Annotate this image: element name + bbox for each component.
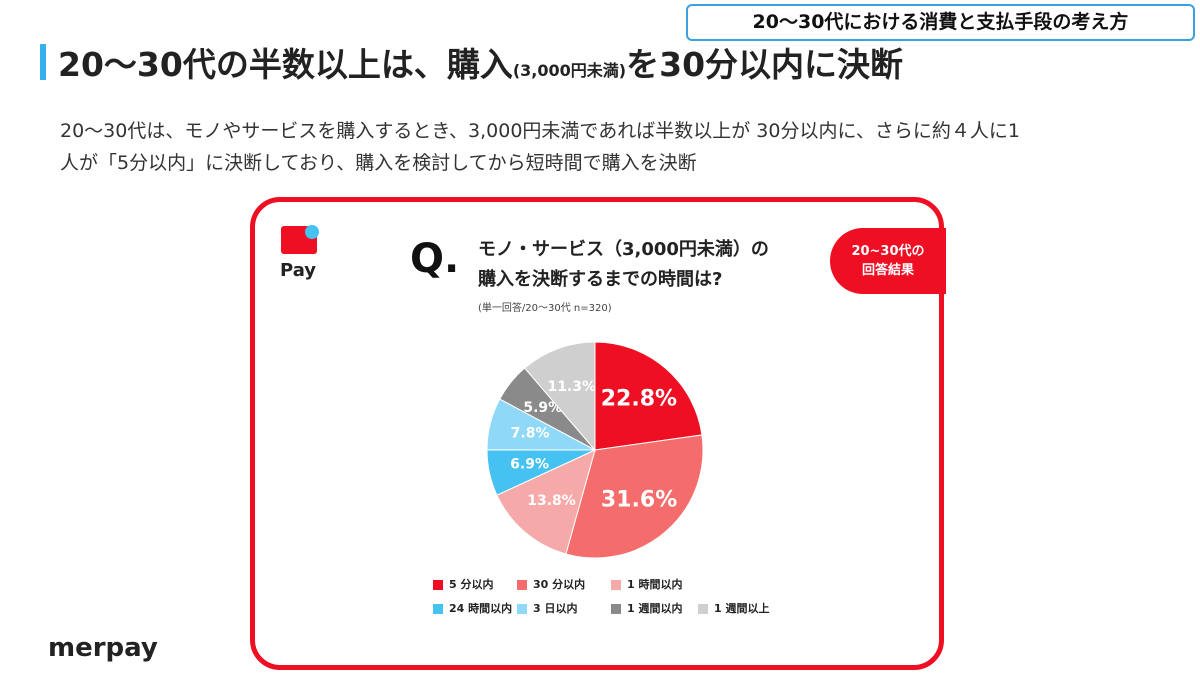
legend-swatch <box>433 604 443 614</box>
data-label: 5.9% <box>523 400 562 416</box>
data-label: 13.8% <box>527 493 576 509</box>
description-line: 20〜30代は、モノやサービスを購入するとき、3,000円未満であれば半数以上が… <box>60 120 1020 142</box>
survey-note: (単一回答/20〜30代 n=320) <box>478 301 612 314</box>
question-line: モノ・サービス（3,000円未満）の <box>478 238 769 260</box>
legend-swatch <box>517 604 527 614</box>
legend-swatch <box>698 604 708 614</box>
legend-swatch <box>517 580 527 590</box>
badge-line: 回答結果 <box>861 263 914 278</box>
legend-label: 5 分以内 <box>449 577 493 591</box>
pie-slice <box>496 449 596 555</box>
title-accent <box>40 44 46 80</box>
pie-slice <box>565 434 704 559</box>
data-label: 6.9% <box>510 456 549 472</box>
section-tag: 20〜30代における消費と支払手段の考え方 <box>686 4 1195 41</box>
chart-card <box>250 197 944 670</box>
data-label: 7.8% <box>511 426 550 442</box>
data-label: 31.6% <box>601 487 677 512</box>
brand-logo: merpay <box>48 633 158 663</box>
legend-swatch <box>433 580 443 590</box>
pie-slice <box>594 341 703 451</box>
pie-slice <box>523 341 596 452</box>
question-line: 購入を決断するまでの時間は? <box>477 268 722 290</box>
legend-label: 30 分以内 <box>533 577 585 591</box>
legend-label: 1 週間以内 <box>627 601 682 615</box>
data-label: 22.8% <box>601 386 677 411</box>
legend-swatch <box>611 604 621 614</box>
legend-label: 1 時間以内 <box>627 577 682 591</box>
data-label: 11.3% <box>547 379 596 395</box>
logo-text: Pay <box>280 260 316 281</box>
legend-label: 1 週間以上 <box>714 601 769 615</box>
title-part: (3,000円未満) <box>512 61 627 80</box>
title-part: を30分以内に決断 <box>626 45 904 84</box>
result-badge: 20~30代の 回答結果 <box>830 228 946 294</box>
badge-line: 20~30代の <box>851 244 925 259</box>
description-line: 人が「5分以内」に決断しており、購入を検討してから短時間で購入を決断 <box>60 152 697 174</box>
question-mark: Q. <box>410 236 459 282</box>
slide-title: 20〜30代の半数以上は、購入(3,000円未満)を30分以内に決断 <box>58 38 903 86</box>
title-part: 20〜30代の半数以上は、購入 <box>58 45 513 84</box>
legend-label: 24 時間以内 <box>449 601 512 615</box>
legend-label: 3 日以内 <box>533 601 577 615</box>
logo-dot <box>305 225 319 239</box>
legend-swatch <box>611 580 621 590</box>
